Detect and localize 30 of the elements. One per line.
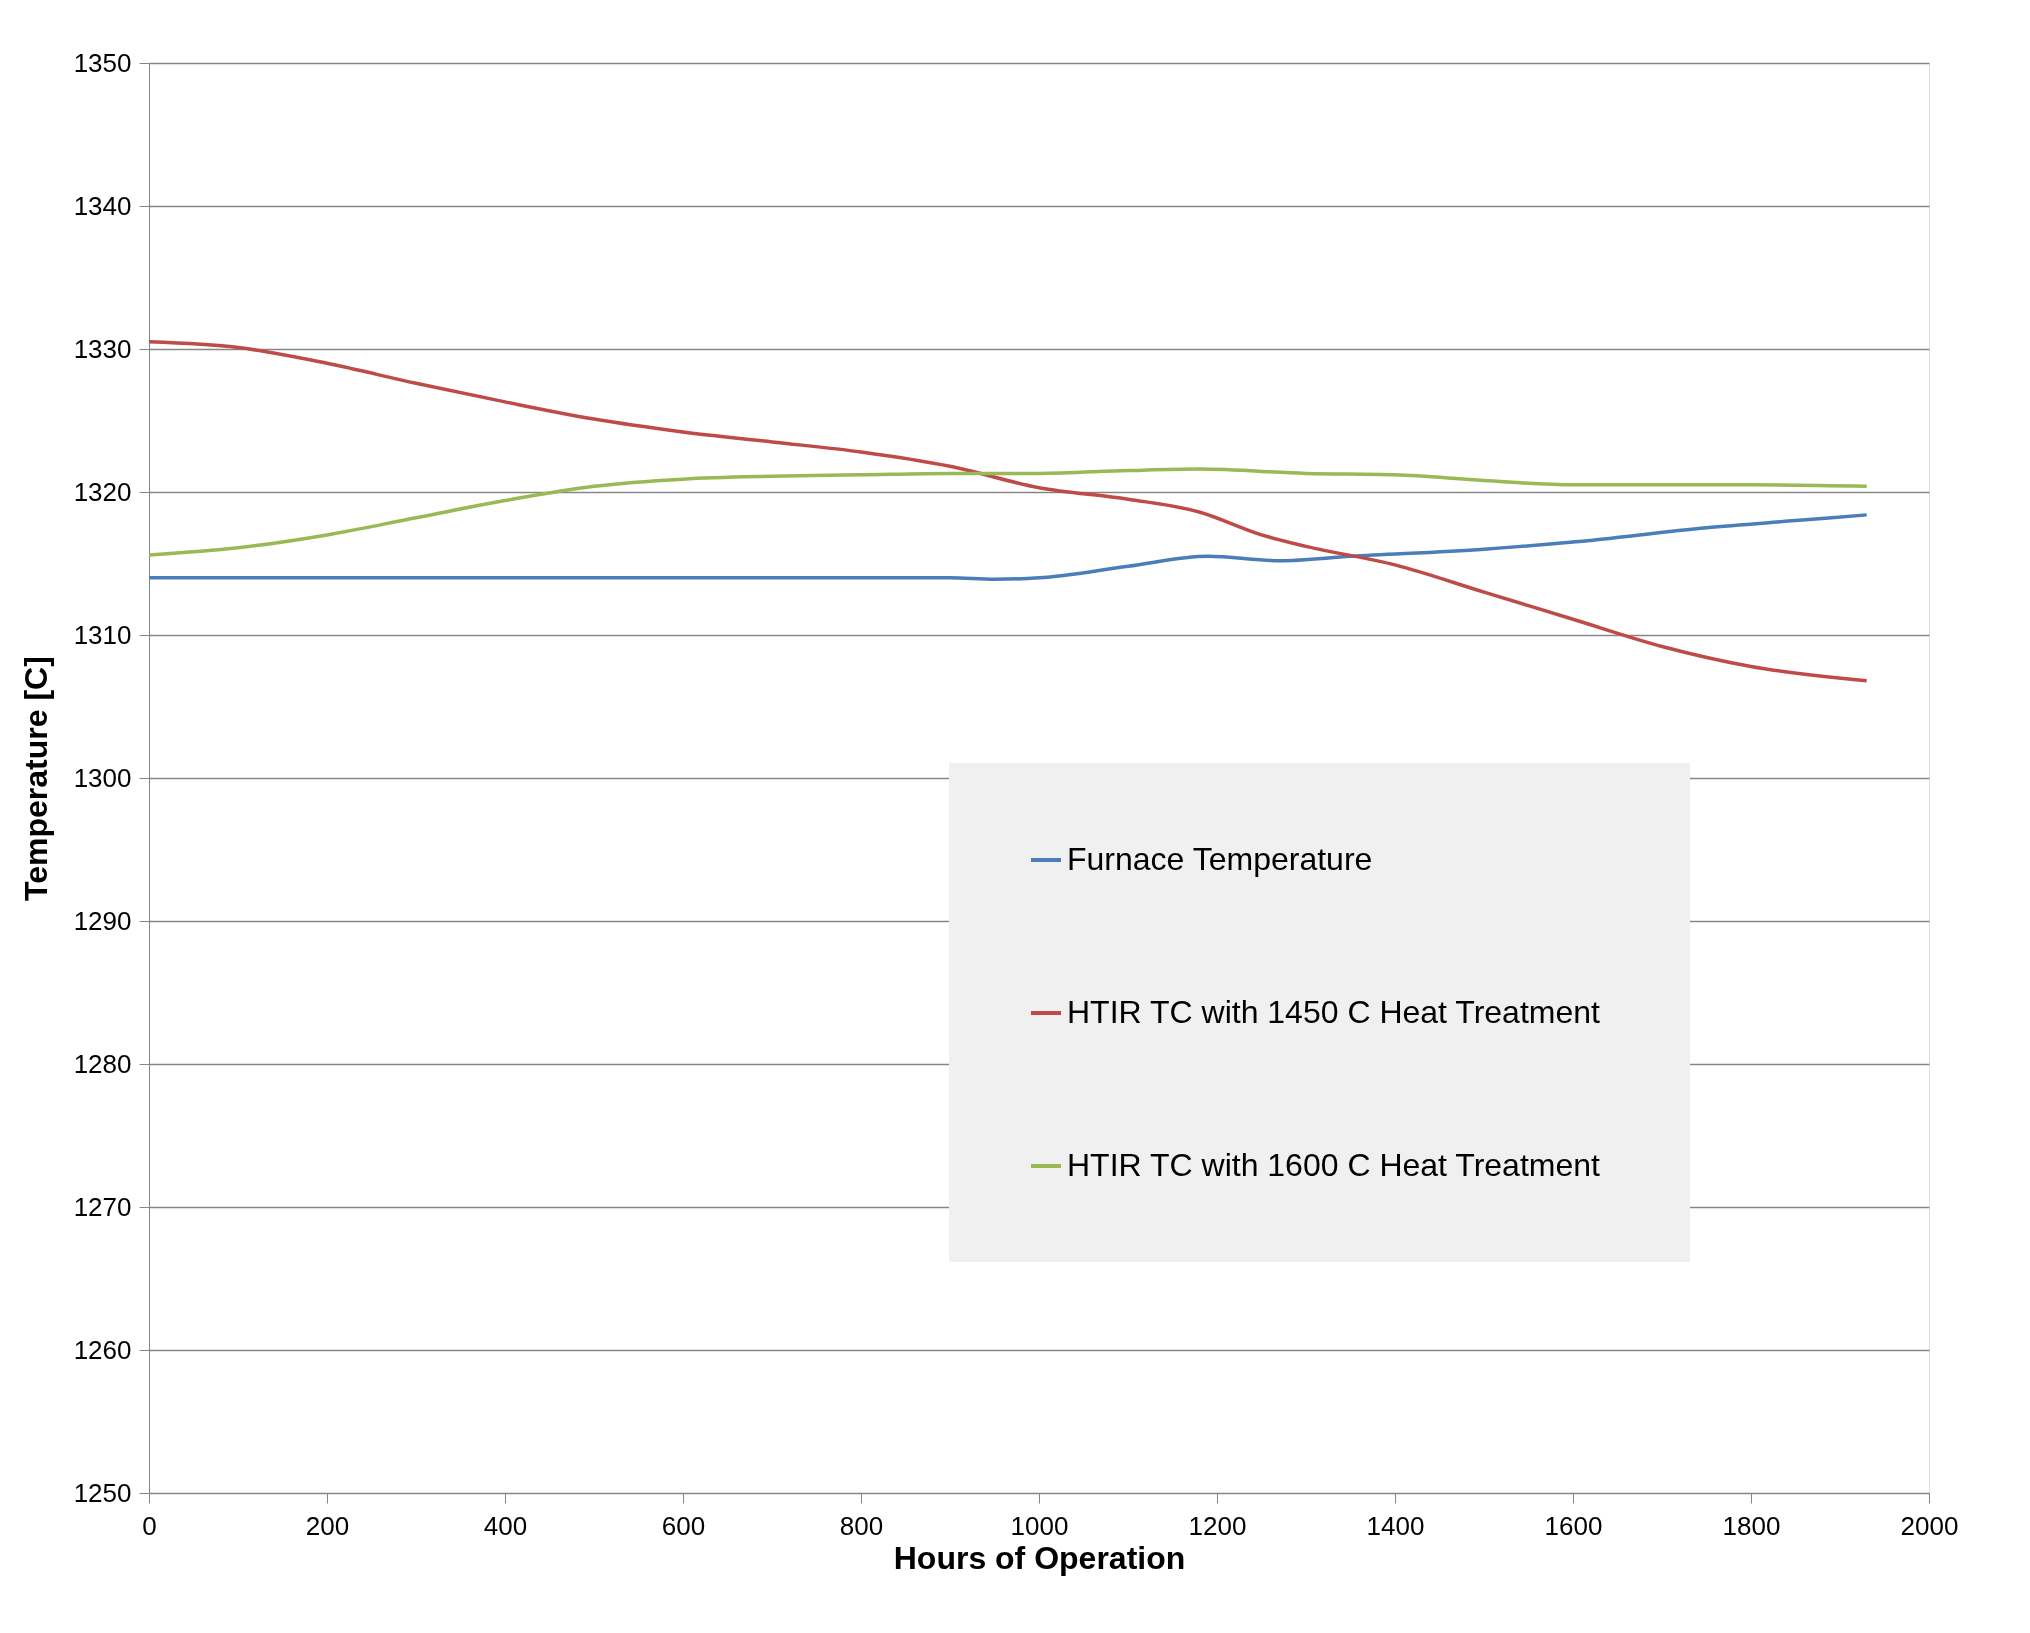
y-tick-label: 1330 bbox=[73, 333, 132, 364]
legend-label: HTIR TC with 1600 C Heat Treatment bbox=[1067, 1147, 1601, 1183]
x-tick-label: 600 bbox=[661, 1510, 706, 1541]
y-tick-label: 1280 bbox=[73, 1048, 132, 1079]
x-tick-label: 1600 bbox=[1544, 1510, 1603, 1541]
x-tick-label: 1400 bbox=[1366, 1510, 1425, 1541]
line-series bbox=[147, 340, 1869, 683]
y-tick-label: 1290 bbox=[73, 905, 132, 936]
y-tick-label: 1320 bbox=[73, 476, 132, 507]
x-tick-label: 1200 bbox=[1188, 1510, 1247, 1541]
y-tick-label: 1260 bbox=[73, 1334, 132, 1365]
x-tick-label: 400 bbox=[483, 1510, 528, 1541]
y-tick-label: 1300 bbox=[73, 762, 132, 793]
x-axis-title: Hours of Operation bbox=[893, 1539, 1186, 1576]
x-tick-label: 200 bbox=[305, 1510, 350, 1541]
line-series bbox=[147, 467, 1869, 557]
y-axis-title: Temperature [C] bbox=[17, 656, 54, 901]
legend-label: Furnace Temperature bbox=[1067, 841, 1373, 877]
x-tick-label: 0 bbox=[142, 1510, 157, 1541]
line-series bbox=[147, 513, 1869, 581]
y-tick-label: 1250 bbox=[73, 1477, 132, 1508]
x-tick-label: 1000 bbox=[1010, 1510, 1069, 1541]
x-tick-label: 800 bbox=[839, 1510, 884, 1541]
x-tick-label: 2000 bbox=[1900, 1510, 1959, 1541]
y-tick-label: 1270 bbox=[73, 1191, 132, 1222]
x-tick-label: 1800 bbox=[1722, 1510, 1781, 1541]
y-tick-label: 1310 bbox=[73, 619, 132, 650]
legend-label: HTIR TC with 1450 C Heat Treatment bbox=[1067, 994, 1601, 1030]
y-tick-label: 1340 bbox=[73, 190, 132, 221]
y-tick-label: 1350 bbox=[73, 47, 132, 78]
